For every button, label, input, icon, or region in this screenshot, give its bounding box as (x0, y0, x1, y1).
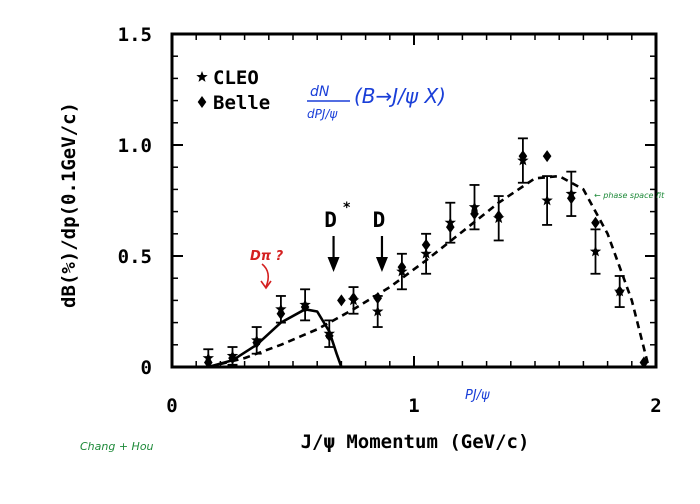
legend-label-cleo: CLEO (213, 67, 259, 89)
dpi-arrow-head (260, 280, 272, 290)
y-tick-label: 0.5 (118, 246, 152, 268)
belle-data-point (397, 261, 407, 274)
data-layer (196, 71, 649, 369)
cleo-data-point (420, 247, 432, 259)
belle-data-point (639, 356, 649, 369)
threshold-label: D (324, 208, 337, 232)
belle-data-point (203, 356, 213, 369)
dpi-fit-curve (207, 308, 343, 369)
belle-data-point (470, 207, 479, 220)
threshold-label: D (373, 208, 386, 232)
belle-data-point (300, 301, 310, 314)
x-tick-label: 1 (408, 395, 419, 417)
belle-data-point (591, 216, 600, 229)
formula-denominator: dPJ/ψ (307, 107, 338, 121)
p-axis-note: PJ/ψ (465, 388, 490, 403)
phase-space-note: ← phase space fit (594, 191, 665, 200)
x-tick-label: 0 (166, 395, 177, 417)
belle-data-point (445, 221, 455, 234)
threshold-arrow-head (375, 257, 388, 272)
dpi-note: Dπ ? (250, 249, 284, 264)
axes-layer: 0 1 2 0 0.5 1.0 1.5 (118, 24, 662, 417)
belle-data-point (421, 238, 431, 251)
belle-data-point (615, 285, 625, 298)
cleo-data-point (589, 245, 602, 257)
belle-data-point (252, 336, 262, 349)
credit-note: Chang + Hou (80, 440, 154, 453)
curve-layer (207, 174, 650, 369)
annotation-layer: D * D (324, 200, 388, 272)
formula-numerator: dN (310, 84, 330, 100)
dpi-arrow (261, 263, 270, 288)
threshold-label-superscript: * (343, 200, 351, 216)
threshold-arrow-head (327, 257, 340, 272)
phase-space-fit-curve (207, 174, 650, 369)
y-axis-label: dB(%)/dp(0.1GeV/c) (58, 102, 80, 308)
belle-data-point (566, 192, 576, 205)
cleo-data-point (372, 305, 384, 317)
legend-marker-cleo (196, 71, 208, 82)
x-tick-label: 2 (650, 395, 661, 417)
belle-data-point (276, 307, 286, 320)
belle-data-point (337, 294, 346, 307)
belle-data-point (518, 150, 528, 163)
y-tick-label: 0 (141, 357, 152, 379)
legend-marker-belle (197, 96, 207, 108)
belle-data-point (373, 292, 383, 305)
belle-data-point (349, 292, 358, 305)
belle-data-point (228, 352, 237, 365)
formula-body: (B→J/ψ X) (354, 84, 446, 108)
x-axis-label: J/ψ Momentum (GeV/c) (301, 431, 530, 453)
cleo-data-point (468, 201, 481, 212)
cleo-data-point (541, 194, 553, 206)
y-tick-label: 1.0 (118, 135, 152, 157)
legend-label-belle: Belle (213, 92, 270, 114)
belle-data-point (494, 210, 504, 223)
y-tick-label: 1.5 (118, 24, 152, 46)
belle-data-point (324, 329, 334, 342)
belle-data-point (542, 150, 552, 163)
